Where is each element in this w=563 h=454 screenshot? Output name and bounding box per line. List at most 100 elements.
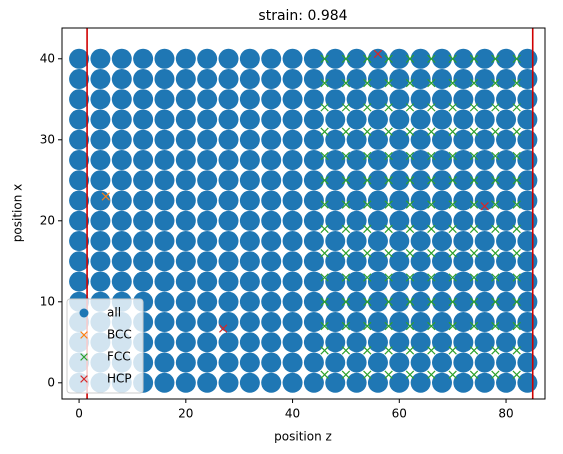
point: [384, 127, 393, 136]
point: [367, 312, 388, 333]
point: [197, 129, 218, 150]
point: [154, 69, 175, 90]
point: [90, 190, 111, 211]
point: [491, 321, 500, 331]
point: [410, 109, 431, 130]
legend-marker: [80, 331, 88, 339]
point: [320, 297, 329, 306]
point: [90, 109, 111, 130]
point: [175, 190, 196, 211]
point: [405, 200, 415, 209]
point: [218, 312, 239, 333]
x-axis-label: position z: [274, 430, 332, 444]
point: [491, 346, 500, 355]
point: [427, 176, 436, 185]
point: [469, 200, 479, 209]
point: [448, 200, 457, 209]
point: [346, 129, 367, 150]
point: [469, 224, 479, 234]
point: [133, 150, 154, 171]
point: [325, 190, 346, 211]
point: [111, 150, 132, 171]
point: [384, 346, 393, 355]
point: [261, 372, 282, 393]
point: [431, 170, 452, 191]
point: [405, 78, 415, 88]
point: [325, 170, 346, 191]
point: [325, 89, 346, 110]
point: [90, 69, 111, 90]
point: [325, 291, 346, 312]
point: [389, 271, 410, 292]
point: [389, 170, 410, 191]
point: [469, 151, 479, 161]
point: [496, 352, 517, 373]
point: [261, 251, 282, 272]
point: [69, 271, 90, 292]
point: [517, 291, 538, 312]
point: [69, 89, 90, 110]
point: [405, 176, 415, 185]
point: [282, 109, 303, 130]
point: [282, 150, 303, 171]
point: [133, 129, 154, 150]
point: [405, 321, 415, 331]
point: [363, 346, 372, 355]
point: [303, 190, 324, 211]
point: [431, 332, 452, 353]
point: [69, 190, 90, 211]
point: [389, 48, 410, 69]
point: [341, 176, 351, 185]
point: [175, 129, 196, 150]
point: [218, 372, 239, 393]
point: [282, 332, 303, 353]
point: [320, 103, 329, 112]
point: [427, 249, 436, 258]
point: [453, 291, 474, 312]
point: [410, 150, 431, 171]
point: [496, 89, 517, 110]
point: [491, 127, 500, 136]
point: [389, 109, 410, 130]
point: [218, 352, 239, 373]
point: [469, 297, 479, 306]
point: [469, 103, 479, 112]
point: [367, 210, 388, 231]
point: [469, 346, 479, 355]
y-tick-label: 30: [40, 132, 55, 146]
point: [431, 251, 452, 272]
chart-title: strain: 0.984: [258, 8, 347, 24]
point: [367, 170, 388, 191]
point: [410, 210, 431, 231]
point: [197, 170, 218, 191]
point: [448, 127, 457, 136]
point: [410, 271, 431, 292]
point: [346, 291, 367, 312]
point: [427, 297, 436, 306]
point: [325, 312, 346, 333]
point: [517, 251, 538, 272]
point: [218, 210, 239, 231]
point: [431, 89, 452, 110]
point: [133, 210, 154, 231]
point: [367, 190, 388, 211]
point: [175, 332, 196, 353]
point: [512, 297, 521, 306]
point: [69, 170, 90, 191]
point: [491, 200, 500, 209]
point: [154, 231, 175, 252]
point: [346, 190, 367, 211]
point: [491, 370, 500, 379]
point: [363, 127, 372, 136]
point: [197, 190, 218, 211]
point: [239, 150, 260, 171]
point: [154, 352, 175, 373]
point: [154, 251, 175, 272]
point: [346, 109, 367, 130]
point: [197, 48, 218, 69]
point: [303, 150, 324, 171]
point: [405, 103, 415, 112]
point: [341, 346, 351, 355]
point: [410, 312, 431, 333]
